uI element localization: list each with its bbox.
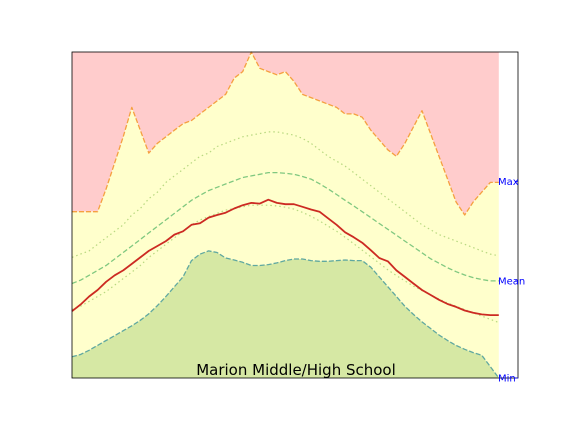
- area-fills: [72, 52, 499, 378]
- y-tick-label-min: Min: [498, 374, 516, 385]
- y-tick-label-max: Max: [498, 177, 519, 188]
- series-lines: [71, 51, 500, 379]
- series-line-mean-plus: [71, 171, 499, 285]
- chart-title: Marion Middle/High School: [196, 361, 396, 379]
- series-line-min: [71, 250, 500, 379]
- series-line-max: [72, 51, 499, 216]
- above-max-area: [72, 52, 499, 215]
- series-line-mean-lower: [71, 204, 500, 324]
- range-area: [72, 52, 499, 378]
- series-line-current: [71, 198, 499, 317]
- plot-frame: [71, 51, 519, 379]
- y-tick-label-mean: Mean: [498, 276, 525, 287]
- below-min-area: [72, 250, 499, 378]
- y-tick-labels: Max Mean Min: [498, 177, 525, 385]
